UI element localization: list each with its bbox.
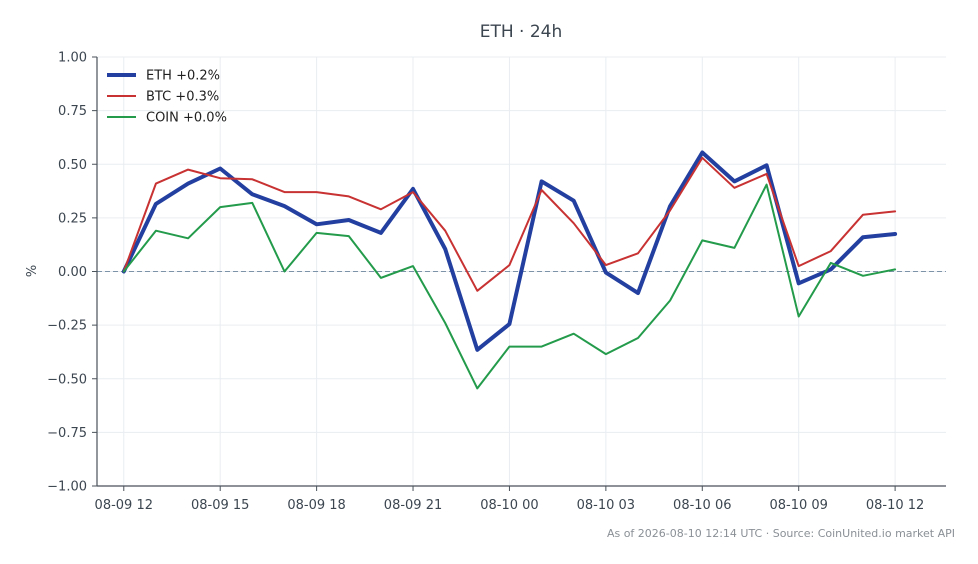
series-line-coin [122, 183, 897, 390]
legend-label: ETH +0.2% [146, 69, 220, 84]
x-tick-labels: 08-09 12 08-09 15 08-09 18 08-09 21 08-10 00… [95, 498, 925, 513]
series-lines [121, 150, 898, 390]
axes [92, 56, 946, 491]
x-tick-label: 08-10 06 [673, 498, 731, 513]
legend-label: COIN +0.0% [146, 111, 227, 126]
legend: ETH +0.2% BTC +0.3% COIN +0.0% [107, 69, 227, 126]
x-tick-label: 08-10 12 [866, 498, 924, 513]
legend-label: BTC +0.3% [146, 90, 219, 105]
y-tick-labels: 1.00 0.75 0.50 0.25 0.00 −0.25 −0.50 −0.75 −1.00 [47, 51, 87, 495]
x-tick-label: 08-09 15 [191, 498, 249, 513]
y-tick-label: −0.25 [47, 319, 87, 334]
x-tick-label: 08-10 03 [577, 498, 635, 513]
y-axis-label: % [25, 265, 40, 277]
x-tick-label: 08-09 21 [384, 498, 442, 513]
x-tick-label: 08-10 00 [480, 498, 538, 513]
series-line-eth [121, 150, 898, 352]
y-tick-label: 0.00 [58, 265, 87, 280]
x-tick-label: 08-10 09 [769, 498, 827, 513]
y-tick-label: 0.75 [58, 104, 87, 119]
x-tick-label: 08-09 18 [287, 498, 345, 513]
y-tick-label: −1.00 [47, 480, 87, 495]
y-tick-label: −0.75 [47, 426, 87, 441]
y-tick-label: −0.50 [47, 372, 87, 387]
y-tick-label: 0.50 [58, 158, 87, 173]
x-tick-label: 08-09 12 [95, 498, 153, 513]
series-line-btc [122, 156, 897, 292]
footer-source-note: As of 2026-08-10 12:14 UTC · Source: Coi… [607, 527, 955, 540]
y-tick-label: 1.00 [58, 51, 87, 66]
chart-title: ETH · 24h [480, 22, 563, 42]
y-tick-label: 0.25 [58, 211, 87, 226]
